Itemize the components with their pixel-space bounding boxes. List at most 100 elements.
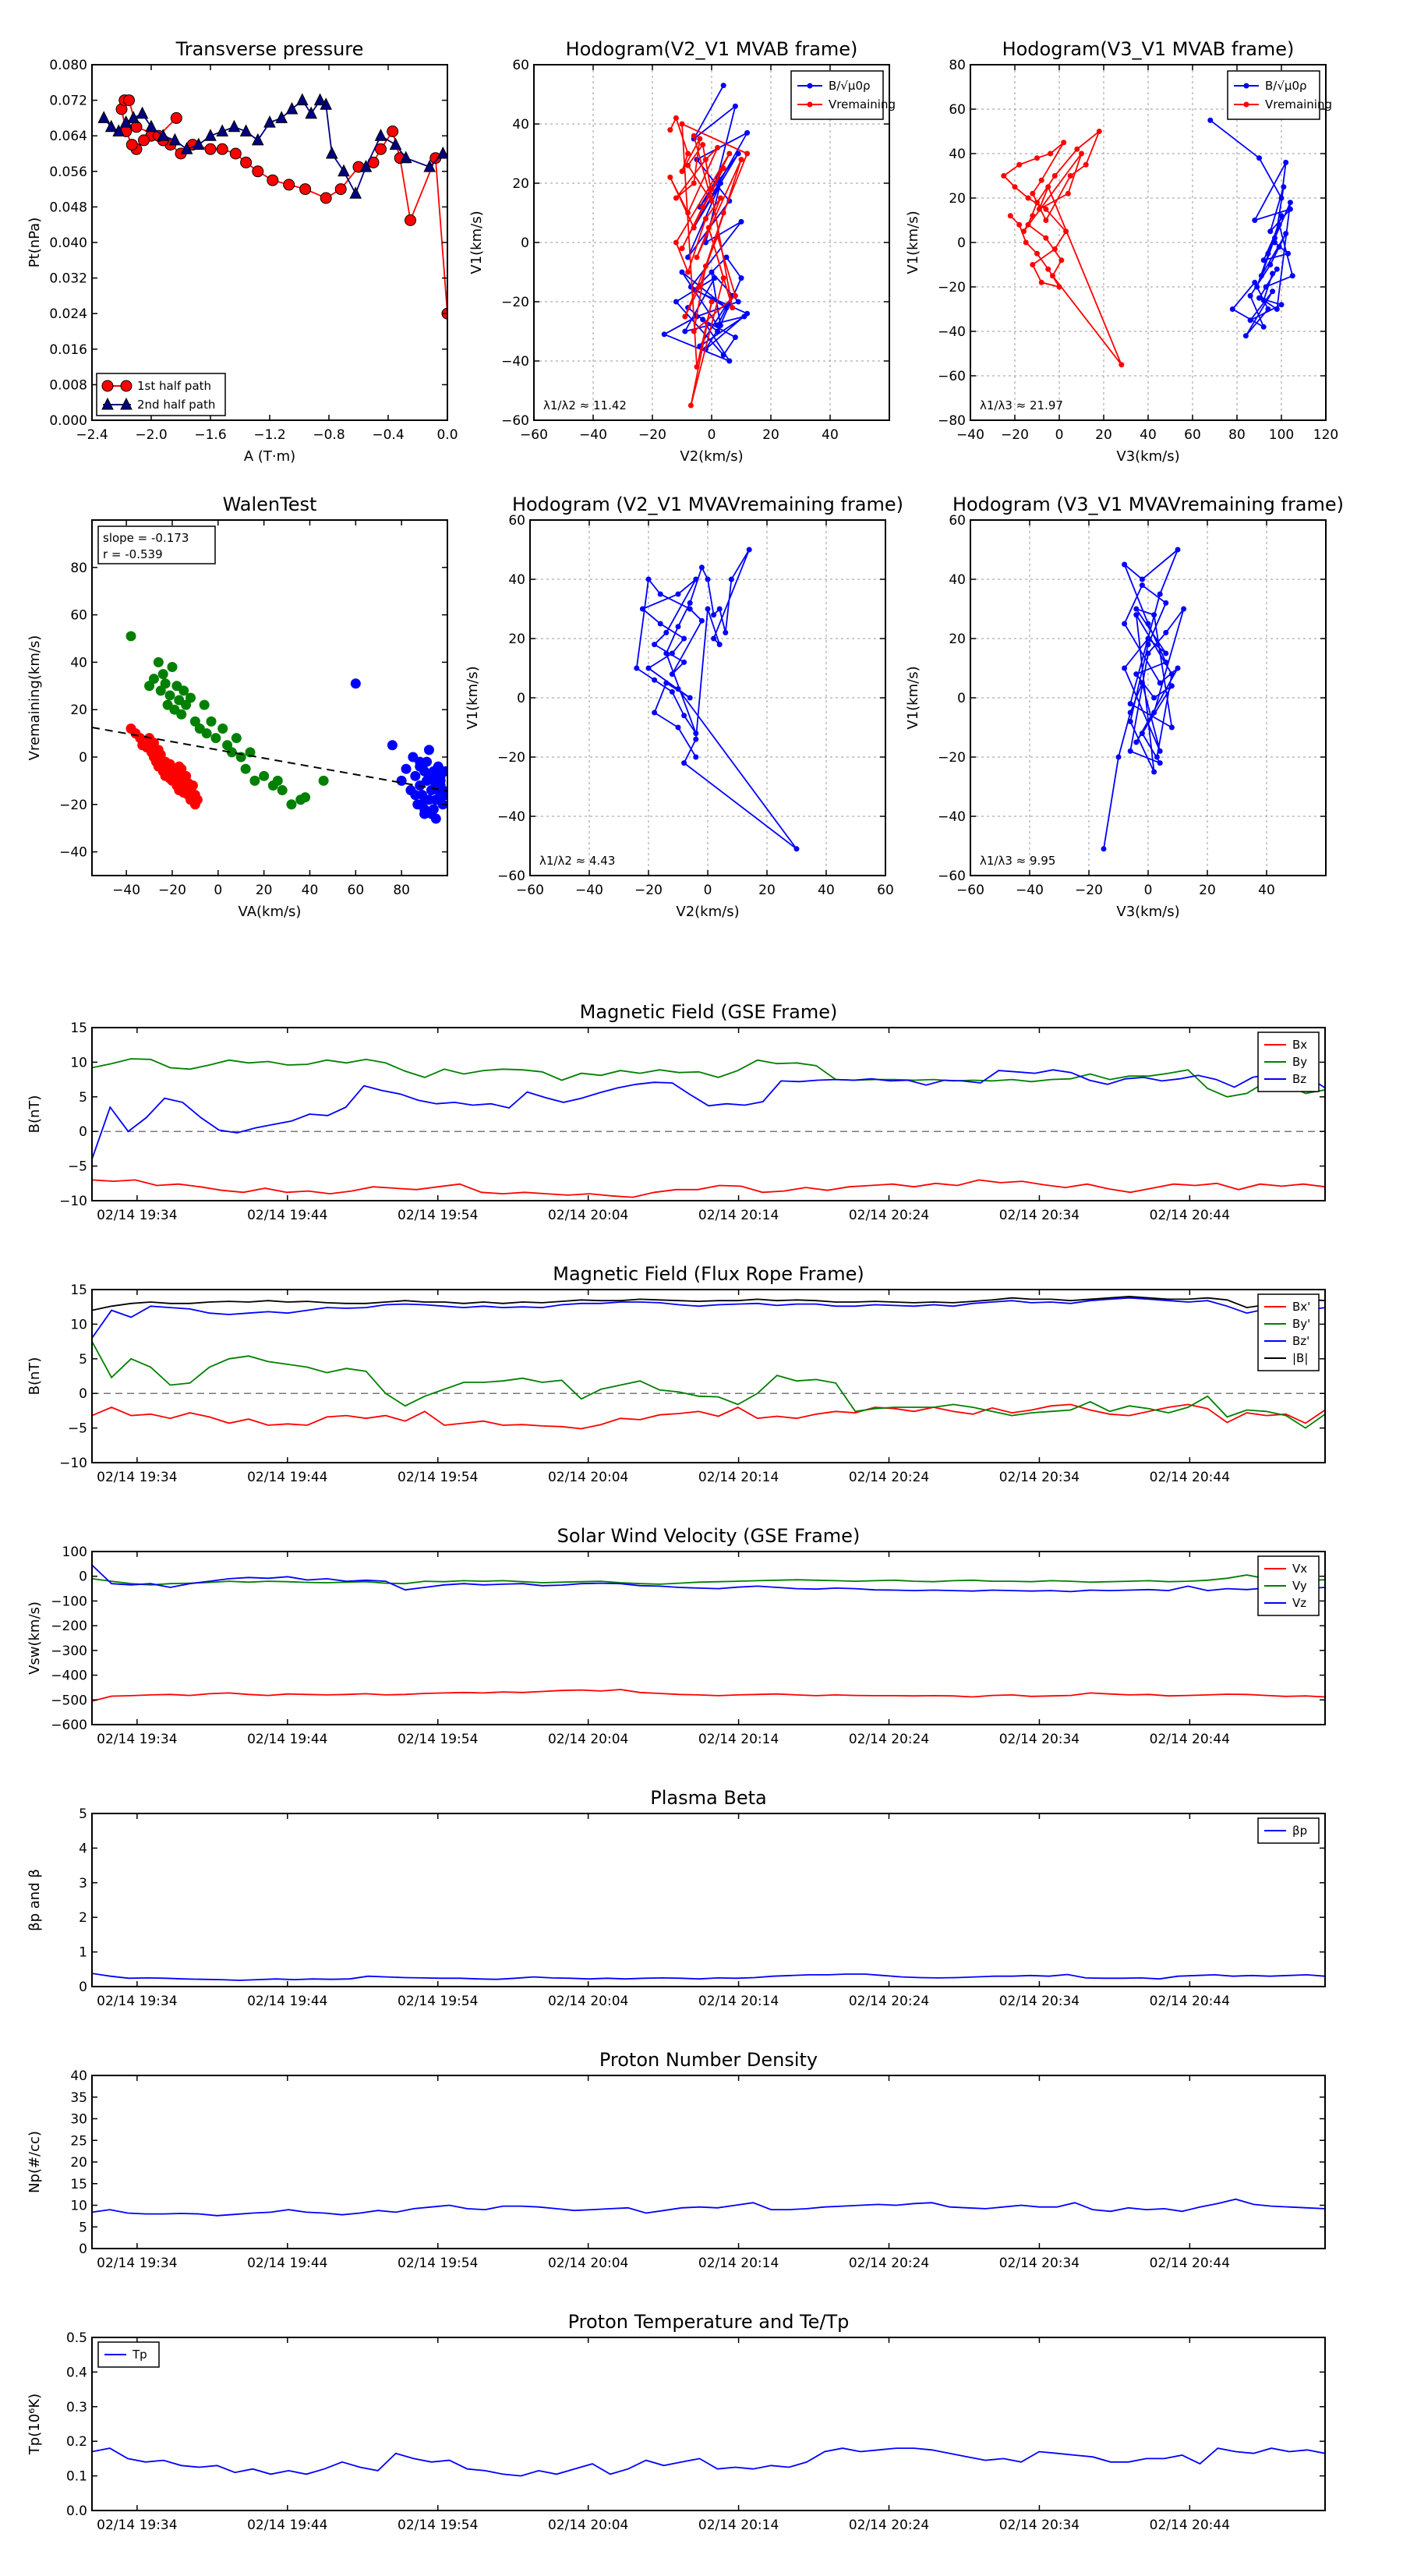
y-tick-label: 0 <box>957 691 966 706</box>
data-point <box>738 218 744 225</box>
data-point <box>652 677 658 683</box>
data-point <box>682 313 688 320</box>
y-tick-label: 5 <box>79 2220 87 2235</box>
data-point <box>295 93 309 106</box>
x-tick-label: −0.4 <box>372 427 404 443</box>
data-point <box>1157 748 1163 754</box>
x-tick-label: 120 <box>1313 427 1338 443</box>
data-point <box>1048 150 1054 157</box>
x-tick-label: −20 <box>1075 883 1103 898</box>
data-point <box>687 402 694 409</box>
data-point <box>1229 306 1235 312</box>
data-point <box>1276 221 1282 228</box>
series-line-Vx <box>92 1689 1325 1702</box>
data-point <box>396 775 407 786</box>
x-tick-label: 02/14 20:24 <box>849 1208 929 1223</box>
series-line-2 <box>1002 129 1122 366</box>
data-point <box>709 299 715 305</box>
data-point <box>697 284 703 290</box>
y-tick-label: 0.5 <box>66 2330 87 2346</box>
series-line-|B| <box>92 1295 1325 1311</box>
data-point <box>1016 221 1023 228</box>
data-point <box>272 775 283 786</box>
data-point <box>715 328 721 334</box>
y-axis-label: B(nT) <box>27 1095 43 1134</box>
data-point <box>720 275 726 281</box>
y-tick-label: −5 <box>68 1159 87 1175</box>
data-point <box>1030 190 1036 196</box>
chart-title: Hodogram (V3_V1 MVAVremaining frame) <box>952 494 1344 515</box>
y-tick-label: 5 <box>79 1090 87 1106</box>
data-point <box>1133 612 1140 618</box>
y-axis-label: Vremaining(km/s) <box>27 635 43 761</box>
y-tick-label: 25 <box>70 2133 87 2149</box>
data-point <box>744 150 751 157</box>
y-tick-label: 60 <box>949 513 966 529</box>
data-point <box>1271 239 1278 246</box>
data-point <box>679 168 685 175</box>
data-point <box>700 203 706 210</box>
data-point <box>645 665 652 671</box>
y-tick-label: 20 <box>70 2155 87 2171</box>
regression-line <box>92 726 447 792</box>
data-point <box>717 322 723 328</box>
chart-hodo1: Hodogram(V2_V1 MVAB frame) −60 −40 −20 0 20 40… <box>468 38 896 465</box>
data-point <box>1263 284 1269 290</box>
data-point <box>1079 150 1084 157</box>
x-tick-label: 02/14 20:04 <box>548 2518 628 2533</box>
data-point <box>97 111 111 123</box>
legend-marker <box>101 397 114 410</box>
data-point <box>192 137 205 150</box>
data-point <box>127 111 140 123</box>
data-point <box>410 770 421 781</box>
data-point <box>735 299 741 305</box>
data-point <box>229 147 242 160</box>
data-point <box>673 115 679 121</box>
data-point <box>239 124 253 136</box>
data-point <box>125 631 136 642</box>
y-tick-label: −60 <box>938 369 966 384</box>
plot-area <box>92 2198 1325 2217</box>
y-tick-label: 10 <box>70 2199 87 2214</box>
x-tick-label: 60 <box>348 883 365 898</box>
x-tick-label: 02/14 20:34 <box>999 1208 1080 1223</box>
data-point <box>389 137 402 150</box>
x-tick-label: 02/14 20:14 <box>698 2256 779 2271</box>
data-point <box>387 740 398 751</box>
data-point <box>681 713 687 719</box>
data-point <box>723 305 730 311</box>
x-tick-label: 02/14 19:44 <box>247 2518 327 2533</box>
data-point <box>275 111 288 123</box>
data-point <box>661 331 667 338</box>
data-point <box>204 143 217 155</box>
legend-marker <box>807 83 813 89</box>
data-point <box>691 225 697 231</box>
y-tick-label: 1 <box>79 1945 87 1961</box>
data-point <box>277 785 288 796</box>
data-point <box>192 794 203 805</box>
legend-label: Vx <box>1292 1562 1307 1576</box>
data-point <box>186 692 196 703</box>
y-tick-label: 20 <box>949 191 966 207</box>
legend-label: 2nd half path <box>137 398 215 412</box>
data-point <box>1127 748 1133 754</box>
data-point <box>138 134 150 147</box>
plot-area <box>92 2447 1325 2477</box>
x-tick-label: 02/14 20:34 <box>999 1470 1080 1485</box>
data-point <box>359 159 373 172</box>
plot-area <box>92 1973 1325 1981</box>
x-tick-label: −1.2 <box>253 427 285 443</box>
data-point <box>730 305 736 311</box>
data-point <box>1267 228 1274 235</box>
y-tick-label: 20 <box>508 632 525 647</box>
data-point <box>1168 724 1175 731</box>
data-point <box>228 119 241 133</box>
data-point <box>337 164 350 177</box>
data-point <box>1270 288 1276 295</box>
data-point <box>667 174 673 180</box>
data-point <box>1163 600 1169 606</box>
data-point <box>1058 257 1065 264</box>
data-point <box>687 695 693 701</box>
data-point <box>178 685 189 696</box>
data-point <box>419 804 430 815</box>
